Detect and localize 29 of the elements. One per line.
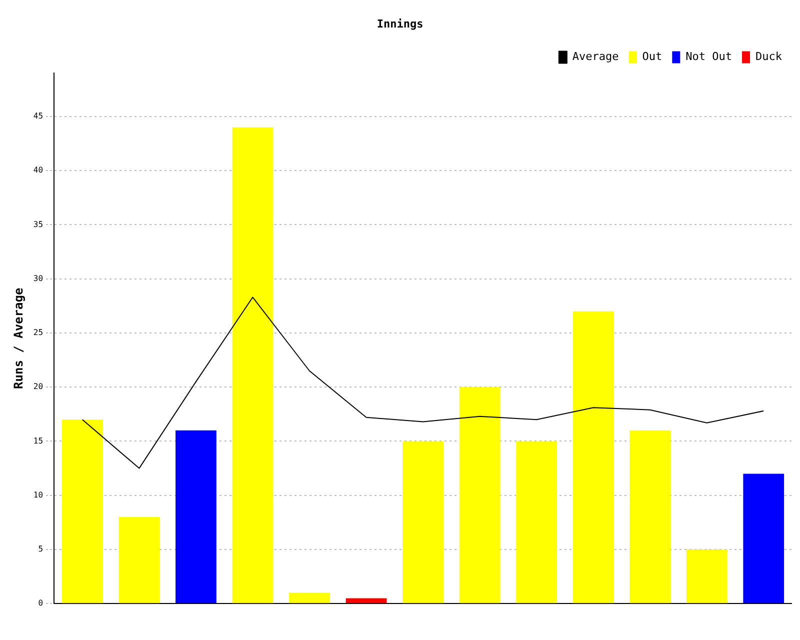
bar [176,430,216,604]
bar [232,127,274,604]
y-tick-label: 45 [33,112,44,121]
y-tick-label: 25 [33,328,44,338]
y-tick-label: 40 [33,166,44,175]
y-tick-label: 5 [38,544,44,554]
bar [289,592,330,604]
bar [459,387,500,604]
y-tick-label: 0 [38,598,44,608]
bar [572,311,614,604]
bar [743,474,784,604]
bar [346,598,387,604]
legend-label: Out [642,50,662,64]
y-tick-label: 20 [33,382,44,392]
bar [62,420,103,604]
bar [686,549,728,604]
bar [402,441,444,604]
bar [516,441,557,604]
legend-label: Average [572,50,619,64]
legend-label: Duck [756,50,782,64]
chart-title: Innings [376,17,424,30]
y-tick-label: 10 [33,490,44,500]
y-tick-label: 35 [33,220,44,229]
bar [118,517,160,604]
legend-label: Not Out [686,50,732,64]
y-axis-title: Runs / Average [11,288,26,389]
y-tick-label: 15 [33,436,44,446]
bar [630,430,671,604]
y-tick-label: 30 [33,274,44,283]
